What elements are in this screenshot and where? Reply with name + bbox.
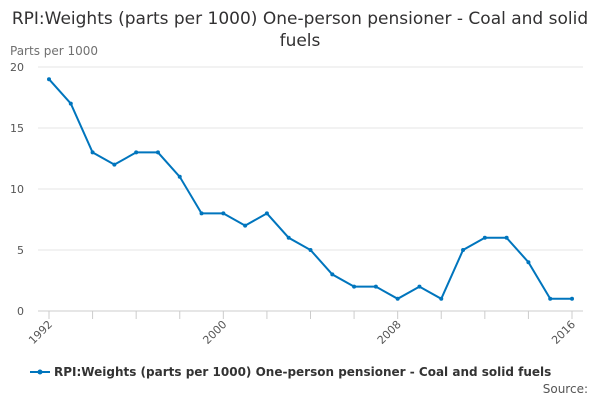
data-point	[264, 211, 269, 216]
data-point	[439, 296, 444, 301]
data-point	[482, 235, 487, 240]
y-tick-label: 20	[10, 61, 24, 74]
data-point	[308, 248, 313, 252]
data-point	[395, 296, 400, 301]
x-tick-label: 2000	[200, 318, 229, 347]
data-point	[90, 150, 95, 155]
data-point	[68, 101, 73, 106]
data-point	[112, 162, 117, 167]
legend[interactable]: RPI:Weights (parts per 1000) One-person …	[30, 365, 551, 379]
data-point	[461, 248, 466, 252]
data-point	[177, 174, 182, 179]
data-point	[221, 211, 226, 216]
y-tick-label: 5	[17, 244, 24, 257]
y-tick-label: 10	[10, 183, 24, 196]
data-point	[134, 150, 139, 155]
data-point	[330, 272, 335, 277]
data-point	[286, 235, 291, 240]
data-point	[373, 284, 378, 289]
y-tick-label: 0	[17, 305, 24, 318]
chart-title: RPI:Weights (parts per 1000) One-person …	[11, 9, 589, 51]
data-point	[504, 235, 509, 240]
data-point	[570, 296, 574, 301]
data-point	[155, 150, 160, 155]
data-point	[417, 284, 422, 289]
data-point	[47, 77, 51, 82]
x-tick-label: 2016	[549, 318, 578, 347]
y-axis-label: Parts per 1000	[10, 44, 99, 58]
data-point	[199, 211, 204, 216]
legend-label: RPI:Weights (parts per 1000) One-person …	[54, 365, 552, 379]
data-point	[352, 284, 357, 289]
x-tick-label: 1992	[26, 318, 55, 347]
y-tick-label: 15	[10, 122, 24, 135]
x-tick-label: 2008	[375, 318, 404, 347]
data-point	[526, 260, 531, 265]
legend-line-icon	[30, 369, 50, 375]
source-label: Source:	[542, 382, 588, 396]
data-point	[548, 296, 553, 301]
data-point	[243, 223, 248, 228]
